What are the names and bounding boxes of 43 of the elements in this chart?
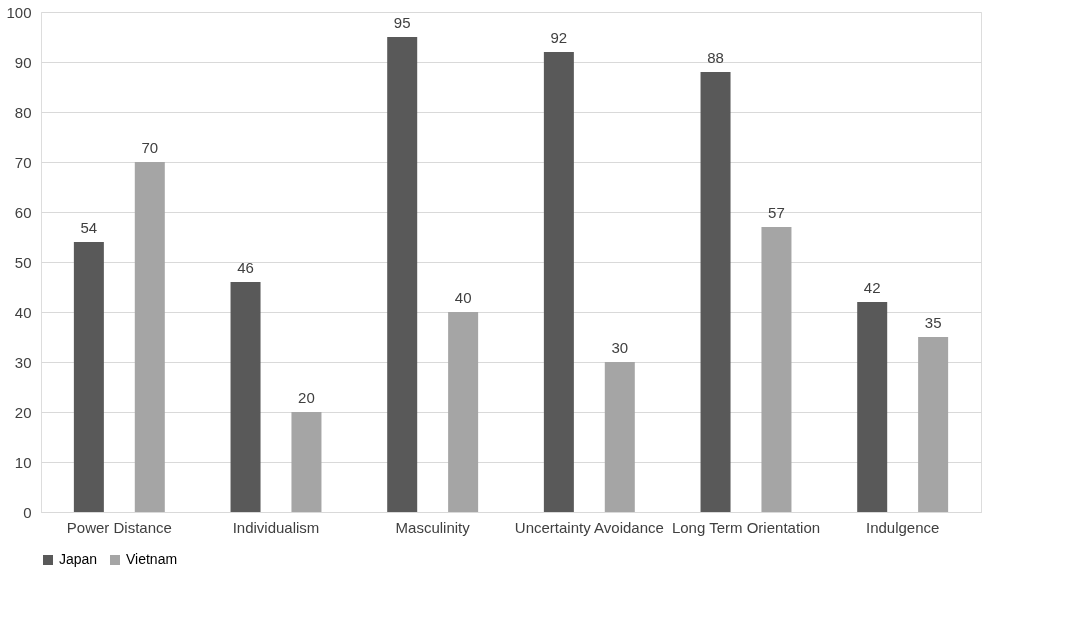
x-tick-label: Long Term Orientation (671, 518, 821, 536)
bar (700, 72, 731, 512)
x-tick-label: Uncertainty Avoidance (514, 518, 664, 536)
y-tick-label: 20 (14, 403, 32, 421)
bar (857, 302, 888, 512)
x-tick-label: Indulgence (865, 518, 940, 536)
bar (73, 242, 104, 512)
bar (291, 412, 322, 512)
bar (448, 312, 479, 512)
data-label: 95 (393, 14, 411, 31)
y-tick-label: 90 (14, 53, 32, 71)
data-label: 57 (768, 204, 785, 221)
bar (134, 162, 165, 512)
data-label: 88 (707, 49, 724, 66)
x-tick-label: Individualism (232, 518, 320, 536)
data-label: 30 (611, 339, 629, 356)
data-label: 20 (298, 389, 315, 406)
data-label: 35 (924, 314, 942, 331)
data-label: 40 (454, 289, 472, 306)
data-label: 54 (80, 219, 98, 236)
bar (387, 37, 418, 512)
y-tick-label: 0 (23, 503, 32, 521)
y-tick-label: 50 (14, 253, 32, 271)
bar (918, 337, 949, 512)
bar (230, 282, 261, 512)
data-label: 92 (550, 29, 568, 46)
y-tick-label: 80 (14, 103, 32, 121)
data-label: 46 (237, 259, 254, 276)
legend-label: Vietnam (126, 551, 178, 567)
bar (604, 362, 635, 512)
x-tick-label: Masculinity (395, 518, 471, 536)
bar (543, 52, 574, 512)
bar (761, 227, 792, 512)
y-tick-label: 60 (14, 203, 32, 221)
legend-label: Japan (59, 551, 98, 567)
y-tick-label: 40 (14, 303, 32, 321)
data-label: 70 (141, 139, 159, 156)
x-tick-label: Power Distance (66, 518, 172, 536)
y-tick-label: 10 (14, 453, 32, 471)
y-tick-label: 100 (6, 3, 32, 21)
y-tick-label: 30 (14, 353, 32, 371)
y-tick-label: 70 (14, 153, 32, 171)
data-label: 42 (863, 279, 881, 296)
